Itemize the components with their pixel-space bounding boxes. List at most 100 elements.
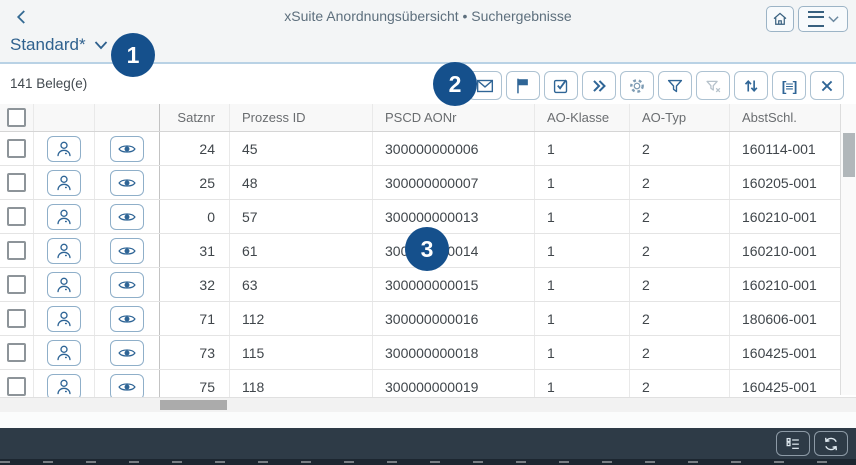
table-row[interactable]: 25 48 300000000007 1 2 160205-001 — [0, 166, 840, 200]
row-checkbox[interactable] — [7, 309, 26, 328]
column-header-abstschl[interactable]: AbstSchl. — [742, 110, 797, 125]
row-eye-cell — [95, 200, 160, 233]
person-button[interactable] — [47, 305, 81, 332]
display-format-button[interactable]: [≡] — [772, 71, 806, 100]
refresh-button[interactable] — [814, 431, 848, 456]
table-row[interactable]: 32 63 300000000015 1 2 160210-001 — [0, 268, 840, 302]
cell-prozess-id: 57 — [230, 200, 373, 233]
person-button[interactable] — [47, 169, 81, 196]
table-row[interactable]: 24 45 300000000006 1 2 160114-001 — [0, 132, 840, 166]
cell-prozess-id: 45 — [230, 132, 373, 165]
column-header-ao-typ[interactable]: AO-Typ — [630, 104, 730, 131]
eye-button[interactable] — [110, 135, 144, 162]
filter-button[interactable] — [658, 71, 692, 100]
person-button[interactable] — [47, 135, 81, 162]
column-header-ao-klasse[interactable]: AO-Klasse — [535, 104, 630, 131]
multi-select-button[interactable] — [544, 71, 578, 100]
email-icon — [474, 75, 496, 97]
variant-label: Standard* — [10, 35, 86, 54]
table-row[interactable]: 71 112 300000000016 1 2 180606-001 — [0, 302, 840, 336]
table-row[interactable]: 73 115 300000000018 1 2 160425-001 — [0, 336, 840, 370]
cell-pscd-aonr: 300000000014 — [373, 234, 535, 267]
flag-button[interactable] — [506, 71, 540, 100]
eye-button[interactable] — [110, 271, 144, 298]
cell-pscd-aonr: 300000000019 — [373, 370, 535, 403]
person-button[interactable] — [47, 271, 81, 298]
close-icon — [816, 75, 838, 97]
cell-satznr: 31 — [160, 234, 230, 267]
forward-button[interactable] — [582, 71, 616, 100]
home-icon — [771, 10, 789, 28]
cell-abstschl: 160210-001 — [742, 242, 817, 259]
sort-arrows-icon — [740, 75, 762, 97]
eye-button[interactable] — [110, 339, 144, 366]
settings-button[interactable] — [620, 71, 654, 100]
home-button[interactable] — [766, 6, 794, 32]
row-checkbox[interactable] — [7, 173, 26, 192]
cell-ao-klasse: 1 — [535, 234, 630, 267]
person-button[interactable] — [47, 203, 81, 230]
row-select-cell — [0, 200, 34, 233]
cell-pscd-aonr: 300000000013 — [373, 200, 535, 233]
person-button[interactable] — [47, 373, 81, 400]
cell-abstschl: 160210-001 — [742, 276, 817, 293]
footer-gap — [0, 412, 856, 428]
chevron-down-icon — [827, 15, 839, 23]
row-checkbox[interactable] — [7, 377, 26, 396]
cell-ao-typ: 2 — [630, 268, 730, 301]
close-button[interactable] — [810, 71, 844, 100]
row-checkbox[interactable] — [7, 207, 26, 226]
vertical-scrollbar-thumb[interactable] — [843, 133, 855, 177]
vertical-scrollbar[interactable] — [840, 104, 856, 395]
eye-button[interactable] — [110, 237, 144, 264]
cell-prozess-id: 61 — [230, 234, 373, 267]
column-header-prozess-id[interactable]: Prozess ID — [230, 104, 373, 131]
column-header-pscd-aonr[interactable]: PSCD AONr — [373, 104, 535, 131]
column-header-satznr[interactable]: Satznr — [160, 104, 230, 131]
row-checkbox[interactable] — [7, 139, 26, 158]
eye-button[interactable] — [110, 305, 144, 332]
eye-button[interactable] — [110, 203, 144, 230]
variant-selector[interactable]: Standard* — [10, 35, 108, 55]
cell-satznr: 71 — [160, 302, 230, 335]
horizontal-scrollbar-thumb[interactable] — [160, 400, 227, 410]
refresh-icon — [821, 434, 841, 454]
cell-pscd-aonr: 300000000007 — [373, 166, 535, 199]
sort-button[interactable] — [734, 71, 768, 100]
person-icon — [54, 241, 74, 261]
shell-header: xSuite Anordnungsübersicht • Suchergebni… — [0, 0, 856, 32]
cell-satznr: 24 — [160, 132, 230, 165]
cell-ao-typ: 2 — [630, 370, 730, 403]
row-select-cell — [0, 302, 34, 335]
row-select-cell — [0, 234, 34, 267]
cell-ao-typ: 2 — [630, 336, 730, 369]
cell-prozess-id: 48 — [230, 166, 373, 199]
eye-button[interactable] — [110, 373, 144, 400]
person-icon — [54, 309, 74, 329]
person-icon — [54, 139, 74, 159]
row-checkbox[interactable] — [7, 343, 26, 362]
double-chevron-right-icon — [588, 75, 610, 97]
row-person-cell — [34, 268, 95, 301]
annotation-badge-2: 2 — [433, 62, 477, 106]
select-all-checkbox[interactable] — [7, 108, 26, 127]
eye-icon — [117, 343, 137, 363]
person-button[interactable] — [47, 339, 81, 366]
horizontal-scrollbar[interactable] — [0, 397, 856, 412]
eye-button[interactable] — [110, 169, 144, 196]
row-checkbox[interactable] — [7, 241, 26, 260]
shell-menu-button[interactable] — [798, 6, 848, 32]
back-button[interactable] — [10, 5, 34, 29]
list-settings-button[interactable] — [776, 431, 810, 456]
chevron-down-icon — [94, 40, 108, 50]
row-checkbox[interactable] — [7, 275, 26, 294]
row-select-cell — [0, 132, 34, 165]
clear-filter-button[interactable] — [696, 71, 730, 100]
cell-abstschl: 180606-001 — [742, 310, 817, 327]
row-select-cell — [0, 370, 34, 403]
person-button[interactable] — [47, 237, 81, 264]
eye-icon — [117, 309, 137, 329]
row-eye-cell — [95, 234, 160, 267]
cell-prozess-id: 115 — [230, 336, 373, 369]
